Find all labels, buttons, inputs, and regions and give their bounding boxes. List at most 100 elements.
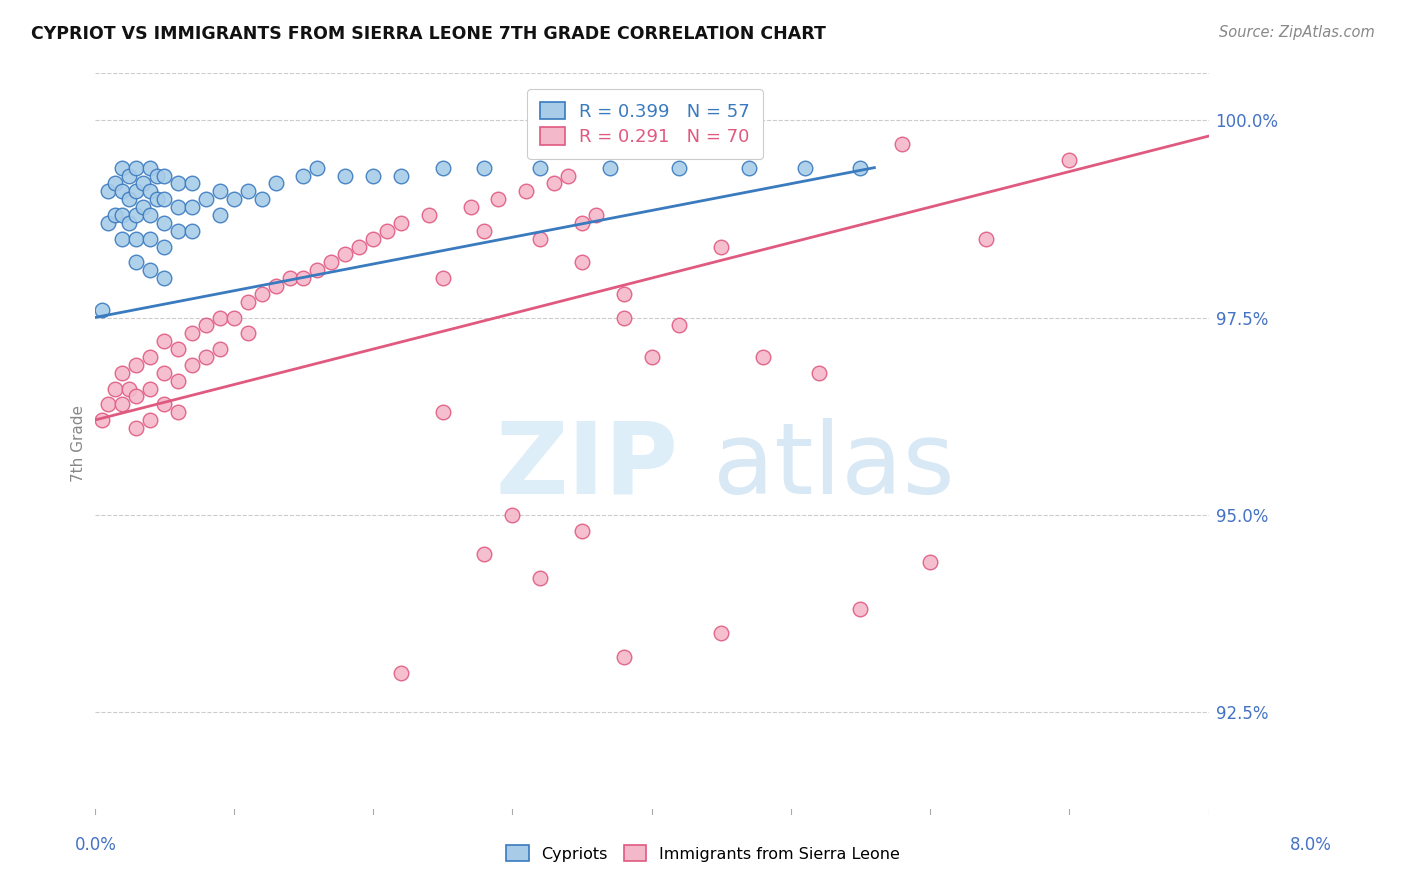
Point [125,421,148,435]
Point [167,177,190,191]
Point [132,177,155,191]
Point [613,649,636,664]
Point [222,192,245,206]
Point [307,263,329,277]
Point [585,208,607,222]
Point [236,294,259,309]
Point [194,318,217,333]
Point [668,161,690,175]
Point [515,184,537,198]
Point [849,161,872,175]
Point [668,318,690,333]
Point [335,169,357,183]
Point [474,224,496,238]
Point [125,184,148,198]
Point [90,413,112,427]
Point [153,169,176,183]
Point [738,161,761,175]
Point [432,271,454,285]
Point [111,366,134,380]
Point [125,255,148,269]
Point [292,169,315,183]
Point [849,602,872,616]
Point [194,192,217,206]
Point [264,279,287,293]
Point [793,161,815,175]
Point [807,366,830,380]
Point [181,200,204,214]
Point [181,358,204,372]
Point [97,216,120,230]
Point [139,232,162,246]
Point [571,216,593,230]
Point [208,184,231,198]
Point [389,665,412,680]
Point [307,161,329,175]
Point [118,382,141,396]
Point [167,224,190,238]
Point [208,310,231,325]
Text: atlas: atlas [713,417,955,515]
Point [153,192,176,206]
Point [361,169,384,183]
Point [111,232,134,246]
Legend: Cypriots, Immigrants from Sierra Leone: Cypriots, Immigrants from Sierra Leone [501,839,905,868]
Point [118,169,141,183]
Point [474,161,496,175]
Point [139,382,162,396]
Point [181,224,204,238]
Point [710,626,733,640]
Point [153,271,176,285]
Point [752,350,775,364]
Point [104,177,127,191]
Point [153,216,176,230]
Point [501,508,523,522]
Point [250,192,273,206]
Point [111,397,134,411]
Point [432,161,454,175]
Text: CYPRIOT VS IMMIGRANTS FROM SIERRA LEONE 7TH GRADE CORRELATION CHART: CYPRIOT VS IMMIGRANTS FROM SIERRA LEONE … [31,25,825,43]
Point [125,232,148,246]
Point [432,405,454,419]
Point [208,208,231,222]
Point [97,184,120,198]
Point [104,208,127,222]
Point [111,208,134,222]
Point [125,208,148,222]
Point [222,310,245,325]
Point [474,547,496,561]
Point [139,184,162,198]
Point [146,192,169,206]
Point [118,192,141,206]
Point [153,239,176,253]
Point [486,192,509,206]
Point [139,208,162,222]
Point [167,200,190,214]
Point [264,177,287,191]
Point [1059,153,1081,167]
Point [208,342,231,356]
Text: Source: ZipAtlas.com: Source: ZipAtlas.com [1219,25,1375,40]
Point [167,405,190,419]
Point [335,247,357,261]
Point [278,271,301,285]
Point [920,555,942,569]
Point [181,177,204,191]
Text: 8.0%: 8.0% [1289,836,1331,854]
Point [529,161,551,175]
Point [111,161,134,175]
Point [153,366,176,380]
Text: ZIP: ZIP [495,417,679,515]
Point [571,255,593,269]
Point [111,184,134,198]
Point [132,200,155,214]
Point [153,334,176,349]
Point [543,177,565,191]
Legend: R = 0.399   N = 57, R = 0.291   N = 70: R = 0.399 N = 57, R = 0.291 N = 70 [527,89,762,159]
Point [125,389,148,403]
Point [118,216,141,230]
Point [613,286,636,301]
Point [139,161,162,175]
Y-axis label: 7th Grade: 7th Grade [72,405,86,483]
Point [418,208,440,222]
